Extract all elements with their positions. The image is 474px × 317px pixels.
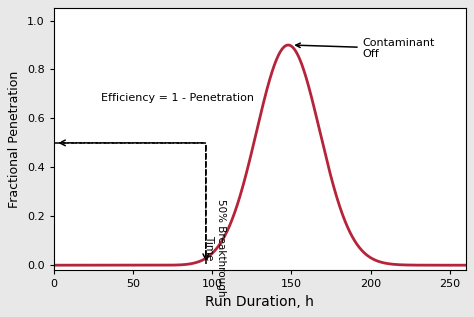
Text: Efficiency = 1 - Penetration: Efficiency = 1 - Penetration — [101, 93, 254, 103]
Text: Contaminant
Off: Contaminant Off — [296, 38, 435, 59]
Text: 50% Breakthrough
Time: 50% Breakthrough Time — [204, 199, 226, 297]
Y-axis label: Fractional Penetration: Fractional Penetration — [9, 71, 21, 208]
X-axis label: Run Duration, h: Run Duration, h — [205, 295, 314, 309]
